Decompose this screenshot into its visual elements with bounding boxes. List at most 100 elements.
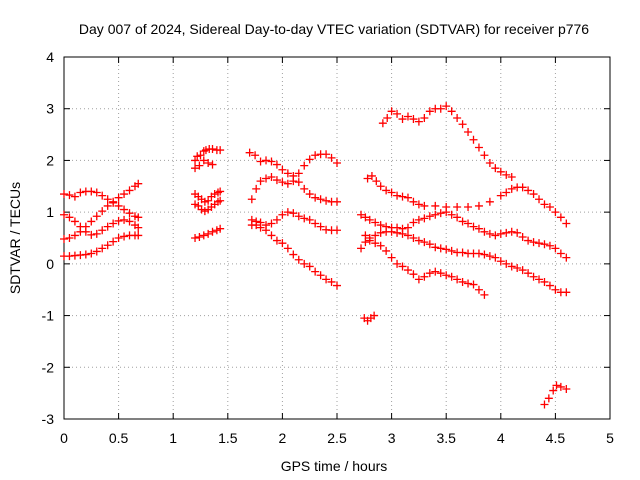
data-point: [480, 151, 489, 160]
data-point: [70, 192, 79, 201]
data-point: [507, 262, 516, 271]
data-point: [496, 167, 505, 176]
data-point: [208, 145, 217, 154]
data-point: [496, 229, 505, 238]
data-point: [272, 215, 281, 224]
data-point: [414, 200, 423, 209]
x-tick-label: 3.5: [436, 430, 456, 446]
series-arc-b2: [191, 156, 217, 173]
data-point: [361, 213, 370, 222]
data-point: [474, 285, 483, 294]
grid-lines: [64, 57, 610, 419]
data-point: [502, 228, 511, 237]
data-point: [398, 115, 407, 124]
data-point: [204, 229, 213, 238]
data-point: [109, 237, 118, 246]
data-point: [414, 117, 423, 126]
data-point: [431, 201, 440, 210]
data-point: [453, 213, 462, 222]
data-point: [485, 252, 494, 261]
y-tick-label: 3: [46, 101, 54, 117]
data-point: [114, 193, 123, 202]
data-point: [480, 250, 489, 259]
data-point: [485, 229, 494, 238]
data-point: [376, 182, 385, 191]
x-tick-label: 5: [606, 430, 614, 446]
data-point: [507, 184, 516, 193]
data-point: [267, 219, 276, 228]
data-point: [382, 246, 391, 255]
data-point: [524, 186, 533, 195]
data-point: [425, 240, 434, 249]
data-point: [361, 238, 370, 247]
data-point: [251, 151, 260, 160]
data-point: [442, 245, 451, 254]
data-point: [333, 226, 341, 235]
data-point: [316, 195, 325, 204]
data-point: [371, 231, 380, 240]
data-point: [420, 114, 429, 123]
y-tick-label: -2: [42, 359, 55, 375]
data-point: [442, 208, 451, 217]
data-point: [458, 248, 467, 257]
data-point: [431, 243, 440, 252]
y-tick-label: 2: [46, 152, 54, 168]
data-point: [513, 228, 522, 237]
data-point: [545, 241, 554, 250]
data-point: [507, 227, 516, 236]
data-point: [92, 212, 101, 221]
data-point: [387, 188, 396, 197]
data-point: [540, 400, 549, 409]
data-point: [398, 229, 407, 238]
data-point: [333, 197, 341, 206]
data-point: [125, 217, 134, 226]
data-point: [372, 177, 381, 186]
chart-title: Day 007 of 2024, Sidereal Day-to-day VTE…: [79, 21, 589, 37]
data-point: [267, 172, 276, 181]
data-point: [464, 202, 473, 211]
data-point: [398, 192, 407, 201]
data-point: [300, 214, 309, 223]
data-point: [540, 277, 549, 286]
data-point: [371, 218, 380, 227]
data-point: [87, 249, 96, 258]
data-point: [371, 239, 380, 248]
data-point: [469, 280, 478, 289]
data-point: [262, 174, 271, 183]
data-point: [420, 272, 429, 281]
data-point: [103, 201, 112, 210]
data-point: [195, 161, 204, 170]
data-point: [247, 195, 256, 204]
y-tick-label: -1: [42, 308, 55, 324]
data-point: [549, 386, 558, 395]
x-tick-label: 3: [388, 430, 396, 446]
data-point: [535, 195, 544, 204]
data-point: [458, 120, 467, 129]
data-point: [409, 197, 418, 206]
data-point: [365, 236, 374, 245]
data-point: [496, 257, 505, 266]
data-point: [393, 191, 402, 200]
x-tick-label: 2.5: [327, 430, 347, 446]
data-point: [283, 169, 292, 178]
y-tick-label: 4: [46, 49, 54, 65]
data-point: [103, 222, 112, 231]
data-point: [420, 214, 429, 223]
y-tick-label: -3: [42, 411, 55, 427]
series-arc-b1: [191, 145, 225, 165]
data-point: [469, 222, 478, 231]
data-point: [363, 174, 372, 183]
data-point: [529, 238, 538, 247]
data-point: [453, 275, 462, 284]
data-point: [262, 226, 271, 235]
data-point: [480, 290, 489, 299]
data-point: [252, 184, 261, 193]
data-point: [556, 382, 565, 391]
data-point: [305, 190, 314, 199]
data-point: [305, 215, 314, 224]
data-point: [382, 186, 391, 195]
series-arc-d3: [357, 227, 571, 297]
data-point: [474, 201, 483, 210]
data-point: [311, 219, 320, 228]
